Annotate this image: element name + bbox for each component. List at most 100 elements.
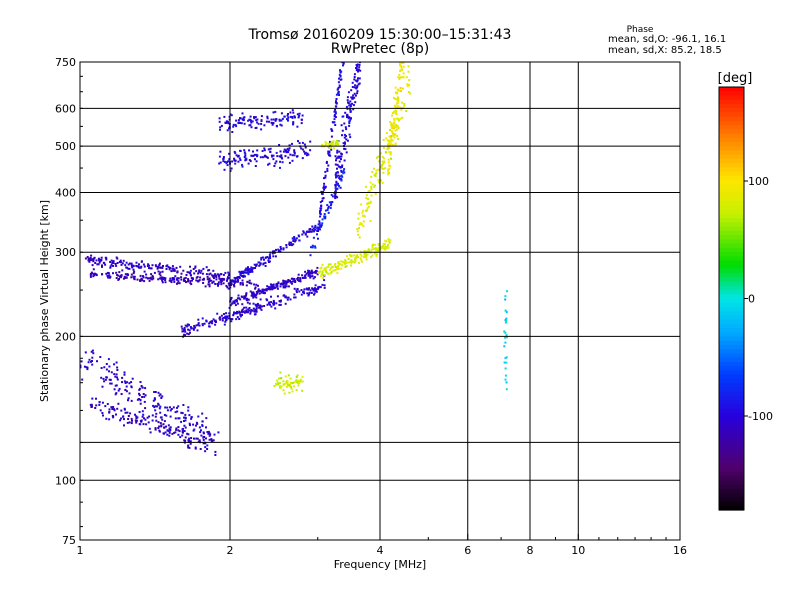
data-point: [309, 140, 312, 143]
data-point: [307, 288, 310, 291]
data-point: [349, 103, 352, 106]
data-point: [347, 101, 349, 104]
data-point: [244, 269, 247, 272]
data-point: [317, 237, 319, 240]
data-point: [144, 407, 147, 410]
data-point: [190, 283, 193, 286]
data-point: [255, 126, 258, 129]
data-point: [306, 230, 309, 233]
colorbar-band: [719, 480, 744, 486]
data-point: [289, 115, 292, 118]
colorbar-band: [719, 290, 744, 295]
data-point: [202, 438, 205, 441]
data-point: [192, 328, 195, 331]
data-point: [284, 155, 287, 158]
data-point: [282, 285, 285, 288]
data-point: [285, 281, 288, 284]
colorbar-band: [719, 429, 744, 435]
data-point: [228, 152, 231, 155]
data-point: [145, 423, 148, 426]
data-point: [157, 403, 160, 406]
data-point: [325, 162, 328, 164]
data-point: [130, 399, 133, 402]
data-point: [304, 233, 307, 236]
data-point: [261, 289, 264, 292]
data-point: [128, 382, 131, 385]
data-point: [319, 228, 321, 231]
data-point: [118, 271, 121, 274]
data-point: [90, 254, 93, 257]
data-point: [400, 90, 402, 93]
data-point: [291, 142, 293, 145]
data-point: [206, 275, 209, 278]
data-point: [401, 68, 403, 71]
data-point: [80, 366, 82, 369]
data-point: [105, 258, 108, 261]
data-point: [249, 115, 252, 118]
data-point: [301, 274, 304, 277]
data-point: [350, 96, 353, 99]
data-point: [92, 258, 95, 260]
data-point: [293, 296, 296, 299]
data-point: [198, 426, 201, 429]
data-point: [300, 289, 303, 291]
data-point: [314, 271, 317, 274]
colorbar-band: [719, 213, 744, 219]
data-point: [247, 308, 250, 311]
data-point: [284, 382, 287, 385]
data-point: [116, 366, 119, 369]
y-tick-label: 100: [55, 474, 76, 487]
data-point: [135, 415, 138, 418]
data-point: [325, 270, 328, 273]
data-point: [142, 393, 145, 395]
data-point: [321, 218, 324, 221]
data-point: [185, 274, 188, 276]
data-point: [286, 147, 289, 150]
data-point: [305, 154, 308, 157]
data-point: [231, 160, 234, 163]
data-point: [394, 98, 397, 101]
data-point: [139, 280, 142, 282]
colorbar-band: [719, 446, 744, 452]
data-point: [289, 298, 292, 301]
data-point: [264, 265, 267, 267]
data-point: [86, 256, 89, 258]
data-point: [220, 283, 223, 286]
data-point: [283, 148, 286, 151]
data-point: [312, 277, 315, 280]
data-point: [345, 138, 348, 141]
data-point: [188, 437, 191, 440]
data-point: [396, 99, 399, 102]
data-point: [398, 78, 401, 81]
data-point: [217, 281, 220, 284]
data-point: [377, 243, 380, 246]
data-point: [396, 88, 399, 91]
data-point: [123, 371, 126, 374]
data-point: [327, 152, 330, 155]
data-point: [338, 84, 341, 87]
data-point: [340, 171, 343, 173]
data-point: [278, 303, 281, 306]
data-point: [241, 282, 244, 285]
data-point: [255, 290, 258, 293]
data-point: [401, 87, 404, 90]
data-point: [260, 122, 263, 125]
data-point: [195, 424, 197, 427]
data-point: [122, 415, 125, 418]
data-point: [257, 304, 260, 307]
data-point: [170, 270, 173, 273]
data-point: [135, 261, 138, 264]
x-tick-label: 16: [673, 544, 687, 557]
phase-stats-heading: Phase: [627, 25, 654, 35]
data-point: [288, 244, 291, 246]
data-point: [390, 138, 393, 141]
data-point: [319, 207, 322, 210]
data-point: [287, 149, 290, 152]
data-point: [377, 179, 380, 182]
data-point: [389, 121, 392, 124]
data-point: [208, 283, 211, 286]
data-point: [361, 260, 363, 263]
data-point: [280, 124, 283, 127]
data-point: [93, 272, 96, 275]
data-point: [318, 285, 321, 288]
